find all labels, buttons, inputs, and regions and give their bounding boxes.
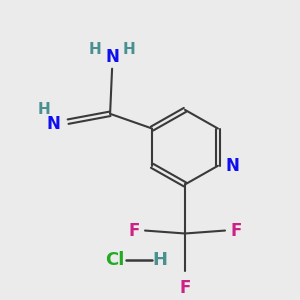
Text: H: H	[152, 251, 167, 269]
Text: Cl: Cl	[105, 251, 125, 269]
Text: N: N	[46, 115, 60, 133]
Text: H: H	[38, 102, 50, 117]
Text: N: N	[226, 157, 240, 175]
Text: F: F	[129, 222, 140, 240]
Text: H: H	[89, 42, 101, 57]
Text: N: N	[105, 48, 119, 66]
Text: F: F	[179, 279, 191, 297]
Text: F: F	[230, 222, 242, 240]
Text: H: H	[123, 42, 136, 57]
